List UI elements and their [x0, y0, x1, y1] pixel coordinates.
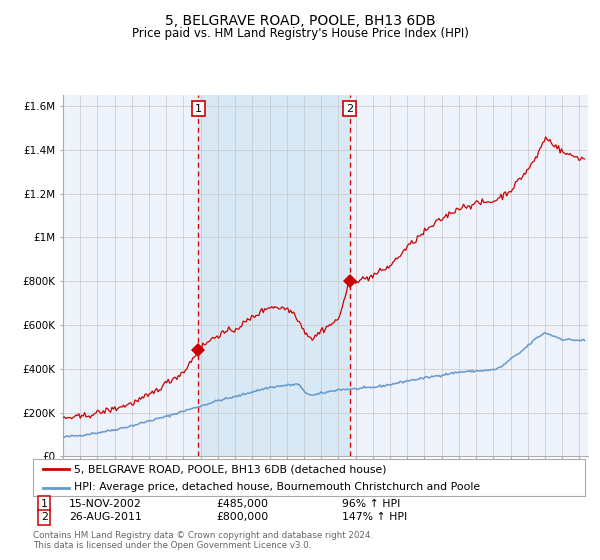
Text: 2: 2: [41, 512, 47, 522]
Text: 5, BELGRAVE ROAD, POOLE, BH13 6DB (detached house): 5, BELGRAVE ROAD, POOLE, BH13 6DB (detac…: [74, 464, 387, 474]
Text: 26-AUG-2011: 26-AUG-2011: [69, 512, 142, 522]
Text: 147% ↑ HPI: 147% ↑ HPI: [342, 512, 407, 522]
Text: Contains HM Land Registry data © Crown copyright and database right 2024.
This d: Contains HM Land Registry data © Crown c…: [33, 531, 373, 550]
Text: Price paid vs. HM Land Registry's House Price Index (HPI): Price paid vs. HM Land Registry's House …: [131, 27, 469, 40]
Text: 96% ↑ HPI: 96% ↑ HPI: [342, 499, 400, 509]
Text: 5, BELGRAVE ROAD, POOLE, BH13 6DB: 5, BELGRAVE ROAD, POOLE, BH13 6DB: [164, 14, 436, 28]
Bar: [199, 95, 350, 456]
Text: 1: 1: [195, 104, 202, 114]
Text: HPI: Average price, detached house, Bournemouth Christchurch and Poole: HPI: Average price, detached house, Bour…: [74, 482, 481, 492]
Text: 2: 2: [346, 104, 353, 114]
Text: 1: 1: [41, 499, 47, 509]
Text: £800,000: £800,000: [216, 512, 268, 522]
Text: 15-NOV-2002: 15-NOV-2002: [69, 499, 142, 509]
Text: £485,000: £485,000: [216, 499, 268, 509]
